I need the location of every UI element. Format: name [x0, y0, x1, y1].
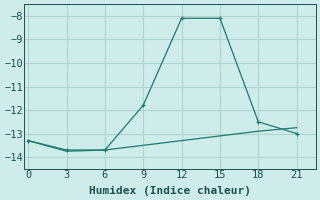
- X-axis label: Humidex (Indice chaleur): Humidex (Indice chaleur): [89, 186, 251, 196]
